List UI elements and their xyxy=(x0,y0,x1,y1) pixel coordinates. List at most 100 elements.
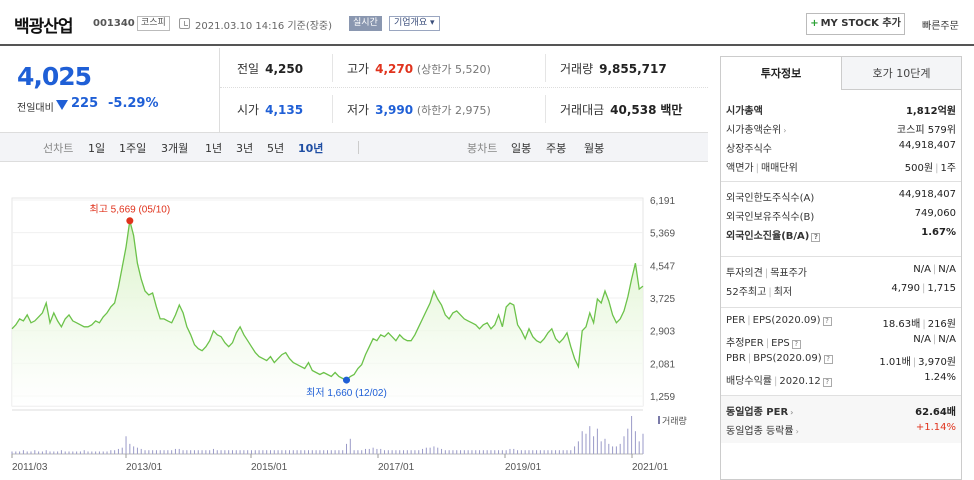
volume-bar xyxy=(292,450,294,454)
tab-5year[interactable]: 5년 xyxy=(267,142,285,155)
info-key: 액면가 | 매매단위 xyxy=(726,159,798,174)
volume-bar xyxy=(140,448,142,454)
tab-3month[interactable]: 3개월 xyxy=(161,142,189,155)
volume-bar xyxy=(482,450,484,454)
divider xyxy=(332,54,333,82)
tab-10year[interactable]: 10년 xyxy=(298,142,324,155)
volume-bar xyxy=(133,446,135,454)
volume-bar xyxy=(627,428,629,454)
chevron-right-icon[interactable]: › xyxy=(795,427,799,436)
volume-bar xyxy=(353,450,355,454)
volume-bar xyxy=(288,450,290,454)
volume-bar xyxy=(577,441,579,454)
company-overview-dropdown[interactable]: 기업개요 ▾ xyxy=(389,16,440,31)
volume-bar xyxy=(45,450,47,454)
info-key-text: 외국인한도주식수(A) xyxy=(726,193,815,204)
info-key: PER | EPS(2020.09)? xyxy=(726,315,832,326)
tab-3year[interactable]: 3년 xyxy=(236,142,254,155)
add-my-stock-button[interactable]: + MY STOCK 추가 xyxy=(806,13,905,35)
volume-bar xyxy=(471,450,473,454)
volume-bar xyxy=(501,450,503,454)
quick-order-link[interactable]: 빠른주문 xyxy=(922,21,959,32)
x-tick-label: 2021/01 xyxy=(632,462,669,473)
volume-bar xyxy=(34,450,36,454)
info-value: 500원 | 1주 xyxy=(905,159,956,174)
tab-order-book-10[interactable]: 호가 10단계 xyxy=(841,57,961,90)
volume-bar xyxy=(600,441,602,454)
realtime-button[interactable]: 실시간 xyxy=(349,16,382,31)
info-key: 추정PER | EPS? xyxy=(726,334,801,349)
help-icon[interactable]: ? xyxy=(823,355,833,364)
info-key: 외국인한도주식수(A) xyxy=(726,189,814,204)
help-icon[interactable]: ? xyxy=(791,340,801,349)
volume-bar xyxy=(536,450,538,454)
info-row: 추정PER | EPS? N/A | N/A xyxy=(726,332,956,351)
low-price: 저가 3,990 (하한가 2,975) xyxy=(347,101,491,118)
volume-bar xyxy=(494,450,496,454)
tab-1week[interactable]: 1주일 xyxy=(119,142,147,155)
tab-investment-info[interactable]: 투자정보 xyxy=(721,57,841,90)
volume-bar xyxy=(197,450,199,454)
separator: | xyxy=(921,283,926,294)
info-value-text: 216원 xyxy=(927,319,956,330)
info-key-text: 외국인보유주식수(B) xyxy=(726,212,815,223)
stock-header: 백광산업 001340 코스피 2021.03.10 14:16 기준(장중) … xyxy=(0,0,974,46)
volume-bar xyxy=(102,451,104,454)
info-value-text: 1.24% xyxy=(924,372,956,383)
volume-bar xyxy=(60,450,62,454)
volume-bar xyxy=(463,450,465,454)
volume-bar xyxy=(125,436,127,454)
info-value-text: 3,970원 xyxy=(918,357,956,368)
price-stats: 전일 4,250 고가 4,270 (상한가 5,520) 거래량 9,855,717… xyxy=(220,48,708,132)
volume-bar xyxy=(277,450,279,454)
info-value: 62.64배 xyxy=(915,403,956,418)
volume-bar xyxy=(190,450,192,454)
volume-bar xyxy=(224,450,226,454)
info-key-text: 배당수익률 xyxy=(726,376,772,387)
price-chart[interactable]: 6,191 5,369 4,547 3,725 2,903 2,081 1,259 최고 5,… xyxy=(0,162,708,480)
volume-bar xyxy=(106,451,108,454)
tab-1day[interactable]: 1일 xyxy=(88,142,106,155)
help-icon[interactable]: ? xyxy=(822,317,832,326)
separator: | xyxy=(747,315,751,326)
volume-bar xyxy=(11,451,13,454)
volume-bar xyxy=(315,450,317,454)
tab-weekly-candle[interactable]: 주봉 xyxy=(546,142,567,155)
volume-bar xyxy=(114,450,116,454)
volume-bar xyxy=(155,450,157,454)
y-tick-label: 4,547 xyxy=(650,261,675,272)
tab-1year[interactable]: 1년 xyxy=(205,142,223,155)
volume-bar xyxy=(323,450,325,454)
info-value-text: N/A xyxy=(913,334,931,345)
volume-bar xyxy=(178,448,180,454)
info-value: 749,060 xyxy=(915,208,956,219)
tab-daily-candle[interactable]: 일봉 xyxy=(511,142,532,155)
volume-bar xyxy=(250,450,252,454)
max-point-marker xyxy=(126,217,134,225)
volume-bar xyxy=(148,450,150,454)
separator: | xyxy=(912,357,917,368)
info-value-text: N/A xyxy=(913,264,931,275)
help-icon[interactable]: ? xyxy=(811,233,821,242)
chevron-right-icon[interactable]: › xyxy=(783,126,787,135)
x-tick-label: 2017/01 xyxy=(378,462,415,473)
volume-bar xyxy=(441,448,443,454)
info-group: 시가총액 1,812억원 시가총액순위 › 코스피 579위 상장주식수 44,918,40… xyxy=(721,95,961,181)
info-value: 18.63배 | 216원 xyxy=(883,315,957,330)
info-value: 1.67% xyxy=(921,227,956,238)
info-key-text: PBR xyxy=(726,353,746,364)
separator: | xyxy=(747,353,752,364)
volume-bar xyxy=(631,416,633,454)
volume-bar xyxy=(216,450,218,454)
info-key-text: 액면가 xyxy=(726,163,754,174)
volume-bar xyxy=(30,451,32,454)
separator: | xyxy=(932,334,937,345)
info-key-text: 시가총액순위 xyxy=(726,125,782,136)
help-icon[interactable]: ? xyxy=(822,378,832,387)
volume-bar xyxy=(334,450,336,454)
chevron-right-icon[interactable]: › xyxy=(790,408,794,417)
info-row: 52주최고 | 최저 4,790 | 1,715 xyxy=(726,281,956,300)
volume-bar xyxy=(247,450,249,454)
info-row: 외국인한도주식수(A) 44,918,407 xyxy=(726,187,956,206)
tab-monthly-candle[interactable]: 월봉 xyxy=(584,142,605,155)
